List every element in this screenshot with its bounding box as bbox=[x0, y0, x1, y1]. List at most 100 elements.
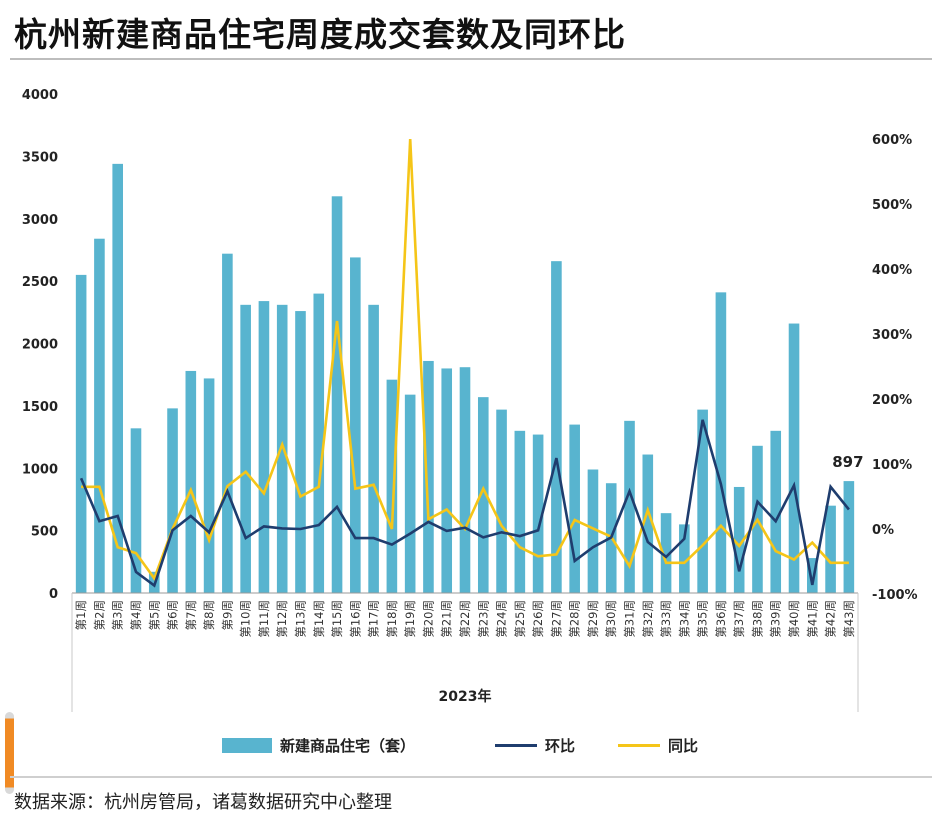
x-tick-label: 第29周 bbox=[586, 600, 600, 638]
y-right-tick-label: 200% bbox=[872, 393, 912, 408]
y-left-tick-label: 1000 bbox=[22, 462, 58, 477]
x-tick-label: 第37周 bbox=[732, 600, 746, 638]
bar bbox=[477, 397, 489, 593]
bar bbox=[679, 524, 690, 593]
y-left-tick-label: 500 bbox=[31, 525, 58, 540]
x-tick-label: 第31周 bbox=[623, 600, 637, 638]
x-tick-label: 第20周 bbox=[421, 600, 435, 638]
x-tick-label: 第43周 bbox=[842, 600, 856, 638]
x-tick-label: 第28周 bbox=[568, 600, 582, 638]
y-right-tick-label: 600% bbox=[872, 133, 912, 148]
x-tick-label: 第32周 bbox=[641, 600, 655, 638]
x-tick-label: 第24周 bbox=[495, 600, 509, 638]
bar bbox=[807, 558, 818, 593]
bar bbox=[825, 505, 836, 593]
x-tick-label: 第30周 bbox=[604, 600, 618, 638]
y-left-tick-label: 1500 bbox=[22, 400, 58, 415]
bar bbox=[715, 292, 727, 593]
x-tick-label: 第38周 bbox=[750, 600, 764, 638]
bar bbox=[386, 379, 398, 593]
x-tick-label: 第13周 bbox=[293, 600, 307, 638]
bar bbox=[75, 274, 87, 593]
bar bbox=[569, 424, 580, 593]
chart-legend: 新建商品住宅（套） 环比 同比 bbox=[0, 731, 938, 759]
bar bbox=[350, 257, 361, 593]
x-tick-label: 第17周 bbox=[367, 600, 381, 638]
bar bbox=[770, 430, 782, 593]
x-tick-label: 第22周 bbox=[458, 600, 472, 638]
x-tick-label: 第21周 bbox=[440, 600, 454, 638]
bar bbox=[587, 469, 599, 593]
y-left-tick-label: 2500 bbox=[22, 275, 58, 290]
x-tick-label: 第11周 bbox=[257, 600, 271, 638]
y-right-tick-label: 0% bbox=[872, 523, 894, 538]
bar bbox=[788, 323, 800, 593]
y-left-tick-label: 3500 bbox=[22, 150, 58, 165]
bar bbox=[496, 409, 507, 593]
x-tick-label: 第5周 bbox=[147, 600, 161, 630]
bar bbox=[313, 293, 325, 593]
x-tick-label: 第40周 bbox=[787, 600, 801, 638]
bar bbox=[222, 253, 233, 593]
x-tick-label: 第3周 bbox=[111, 600, 125, 630]
x-tick-label: 第14周 bbox=[312, 600, 326, 638]
y-left-tick-label: 4000 bbox=[22, 88, 58, 103]
legend-yoy-label: 同比 bbox=[668, 737, 699, 755]
bar bbox=[185, 370, 197, 593]
x-tick-label: 第1周 bbox=[74, 600, 88, 630]
x-tick-label: 第42周 bbox=[824, 600, 838, 638]
x-tick-label: 第27周 bbox=[549, 600, 563, 638]
bar bbox=[624, 420, 635, 593]
x-tick-label: 第25周 bbox=[513, 600, 527, 638]
x-tick-label: 第9周 bbox=[220, 600, 234, 630]
x-tick-label: 第41周 bbox=[805, 600, 819, 638]
legend-mom-swatch bbox=[495, 744, 537, 747]
y-right-tick-label: 500% bbox=[872, 198, 912, 213]
x-tick-label: 第6周 bbox=[166, 600, 180, 630]
x-tick-label: 第36周 bbox=[714, 600, 728, 638]
bar bbox=[276, 304, 288, 593]
y-right-tick-label: 400% bbox=[872, 263, 912, 278]
title-divider bbox=[10, 58, 932, 60]
bar bbox=[94, 238, 105, 593]
legend-item-mom: 环比 bbox=[495, 735, 575, 756]
bar bbox=[295, 311, 306, 593]
x-tick-label: 第33周 bbox=[659, 600, 673, 638]
bar bbox=[130, 428, 142, 593]
bar bbox=[733, 486, 745, 593]
bar-data-label: 897 bbox=[832, 453, 863, 471]
x-tick-label: 第4周 bbox=[129, 600, 143, 630]
x-tick-label: 第19周 bbox=[403, 600, 417, 638]
x-tick-label: 第18周 bbox=[385, 600, 399, 638]
bar bbox=[551, 261, 562, 593]
bar bbox=[441, 368, 453, 593]
bar bbox=[404, 394, 416, 593]
y-left-tick-label: 0 bbox=[49, 587, 58, 602]
y-left-tick-label: 2000 bbox=[22, 338, 58, 353]
legend-mom-label: 环比 bbox=[545, 737, 576, 755]
bar bbox=[258, 301, 270, 593]
x-axis-title: 2023年 bbox=[439, 688, 492, 705]
legend-bar-label: 新建商品住宅（套） bbox=[280, 737, 416, 755]
bar bbox=[167, 408, 178, 593]
bar bbox=[843, 481, 855, 593]
scroll-handle[interactable] bbox=[5, 712, 14, 794]
legend-item-bar: 新建商品住宅（套） bbox=[222, 735, 415, 756]
x-tick-label: 第2周 bbox=[92, 600, 106, 630]
mom-series-line bbox=[79, 419, 850, 588]
x-tick-label: 第15周 bbox=[330, 600, 344, 638]
x-tick-label: 第10周 bbox=[239, 600, 253, 638]
bar bbox=[240, 304, 251, 593]
bar bbox=[368, 304, 379, 593]
bar bbox=[532, 434, 544, 593]
chart-title: 杭州新建商品住宅周度成交套数及同环比 bbox=[14, 15, 626, 54]
x-tick-label: 第8周 bbox=[202, 600, 216, 630]
bar bbox=[459, 367, 471, 593]
x-tick-label: 第12周 bbox=[275, 600, 289, 638]
chart-canvas: 0 500 1000 1500 2000 2500 3000 3500 4000 -100% 0% 1… bbox=[22, 88, 918, 712]
y-right-tick-label: 100% bbox=[872, 458, 912, 473]
x-tick-label: 第39周 bbox=[769, 600, 783, 638]
bar bbox=[660, 513, 672, 593]
bar bbox=[514, 430, 526, 593]
legend-item-yoy: 同比 bbox=[618, 735, 698, 756]
